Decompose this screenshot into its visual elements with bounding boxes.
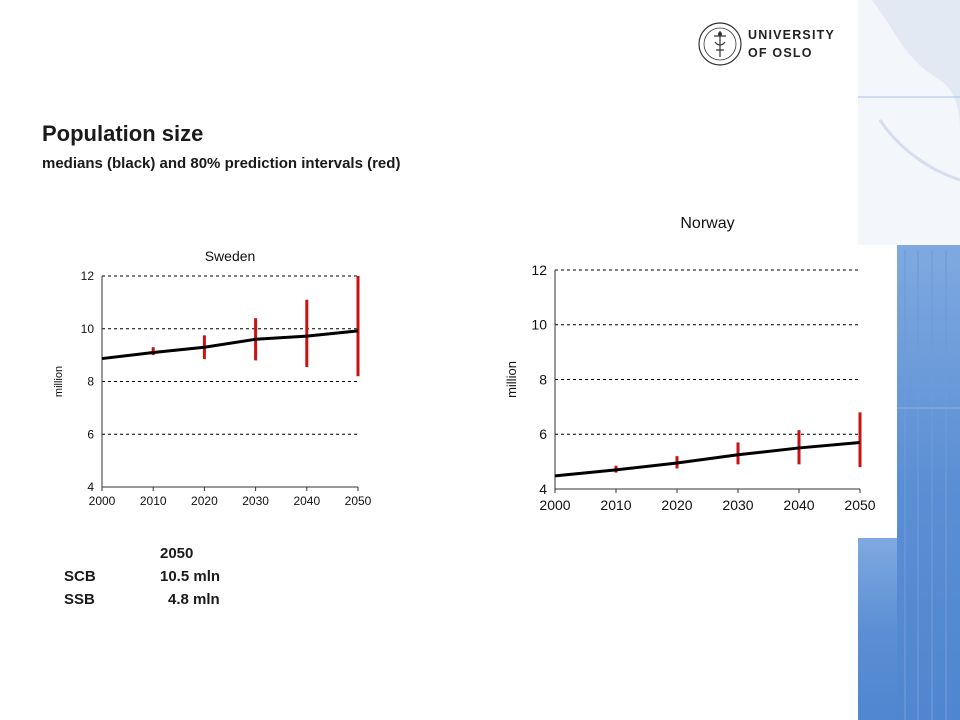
x-tick-label: 2010 — [140, 494, 167, 508]
y-tick-label: 4 — [539, 481, 547, 497]
chart-sweden: Sweden 4 6 8 10 12 2000 2010 2020 2030 2040 2050 mil… — [40, 240, 390, 525]
y-tick-label: 8 — [539, 371, 547, 387]
slide-subtitle: medians (black) and 80% prediction inter… — [42, 155, 401, 172]
table-row-value: 10.5 mln — [160, 568, 221, 585]
x-tick-label: 2040 — [783, 497, 814, 513]
x-tick-label: 2030 — [242, 494, 269, 508]
x-tick-label: 2030 — [722, 497, 753, 513]
y-tick-label: 4 — [87, 480, 94, 494]
table-row-value: 4.8 mln — [168, 591, 220, 608]
logo-text: UNIVERSITY OF OSLO — [748, 26, 835, 62]
x-tick-label: 2000 — [539, 497, 570, 513]
logo-line1: UNIVERSITY — [748, 28, 836, 42]
y-tick-label: 12 — [531, 262, 547, 278]
x-tick-label: 2010 — [600, 497, 631, 513]
chart-norway-svg: Norway 4 6 8 10 12 2000 2010 2020 2030 2040 2050 mil… — [504, 215, 876, 513]
table-header: 2050 — [160, 545, 194, 562]
x-tick-label: 2040 — [293, 494, 320, 508]
slide-title: Population size — [42, 121, 204, 146]
x-tick-label: 2020 — [661, 497, 692, 513]
y-axis-label: million — [504, 361, 519, 398]
y-tick-label: 8 — [87, 375, 94, 389]
median-line — [101, 329, 359, 361]
chart-norway: Norway 4 6 8 10 12 2000 2010 2020 2030 2040 2050 mil… — [490, 205, 880, 530]
x-tick-label: 2000 — [89, 494, 116, 508]
table-row-label: SSB — [64, 591, 95, 608]
x-tick-label: 2050 — [844, 497, 875, 513]
y-tick-label: 12 — [81, 269, 95, 283]
y-tick-label: 6 — [539, 426, 547, 442]
table-row-label: SCB — [64, 568, 96, 585]
x-tick-label: 2020 — [191, 494, 218, 508]
chart-title: Norway — [680, 215, 734, 232]
chart-title: Sweden — [205, 248, 256, 264]
university-seal-icon — [698, 22, 742, 66]
median-line — [554, 440, 861, 478]
y-tick-label: 10 — [81, 322, 95, 336]
logo-line2: OF OSLO — [748, 46, 813, 60]
y-axis-label: million — [53, 366, 65, 397]
chart-sweden-svg: Sweden 4 6 8 10 12 2000 2010 2020 2030 2040 2050 mil… — [53, 248, 372, 508]
y-tick-label: 6 — [87, 427, 94, 441]
y-tick-label: 10 — [531, 317, 547, 333]
x-tick-label: 2050 — [345, 494, 372, 508]
university-logo: UNIVERSITY OF OSLO — [698, 20, 848, 70]
